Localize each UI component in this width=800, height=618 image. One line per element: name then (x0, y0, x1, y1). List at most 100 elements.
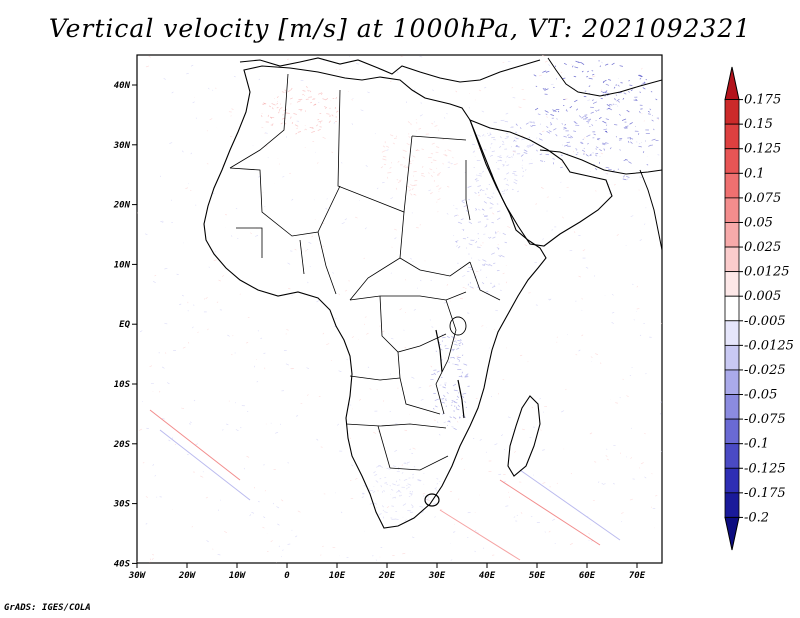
field-streak (591, 70, 594, 72)
field-streak (322, 545, 324, 547)
field-streak (536, 149, 538, 152)
iran-coast (539, 149, 662, 175)
field-streak (374, 474, 378, 476)
field-streak (629, 498, 633, 501)
field-streak (506, 179, 509, 181)
field-streak (561, 161, 564, 164)
field-streak (392, 465, 397, 468)
field-streak (392, 483, 396, 486)
field-streak (523, 152, 528, 154)
field-streak (455, 90, 458, 93)
field-streak (599, 149, 602, 152)
colorbar-segment (724, 418, 740, 445)
field-streak (494, 443, 498, 446)
colorbar-label: -0.005 (744, 314, 786, 329)
field-streak (309, 101, 313, 104)
field-streak (636, 308, 640, 310)
field-streak (250, 232, 252, 234)
field-streak (487, 196, 492, 200)
field-streak (451, 336, 456, 339)
field-streak (629, 137, 632, 140)
field-streak (322, 332, 325, 335)
field-streak (560, 71, 563, 74)
field-streak (291, 198, 294, 201)
field-streak (464, 375, 468, 377)
field-streak (421, 175, 426, 177)
field-streak (169, 142, 173, 144)
field-streak (474, 550, 476, 553)
field-streak (606, 172, 609, 175)
field-streak (442, 162, 444, 165)
field-streak (411, 536, 415, 539)
lon-tick-label: 60E (579, 571, 596, 581)
field-streak (528, 162, 533, 165)
field-streak (587, 70, 589, 73)
field-streak (438, 187, 442, 190)
field-streak (456, 358, 460, 361)
field-streak (482, 170, 484, 173)
field-streak (655, 495, 658, 497)
colorbar-segment (724, 295, 740, 322)
field-streak (495, 309, 498, 312)
field-streak (515, 131, 517, 134)
field-streak (553, 128, 557, 131)
field-streak (318, 120, 323, 123)
field-streak (613, 86, 616, 89)
field-streak (497, 231, 499, 233)
field-streak (410, 123, 412, 126)
colorbar-segment (724, 443, 740, 469)
field-streak (430, 279, 432, 281)
field-streak (622, 178, 627, 181)
lon-tick-label: 70E (629, 571, 646, 581)
colorbar-segment (724, 369, 740, 395)
field-streak (351, 98, 353, 101)
field-streak (412, 473, 415, 476)
field-streak (444, 153, 448, 157)
field-streak (145, 233, 148, 235)
field-streak (520, 512, 523, 514)
field-streak (217, 553, 221, 556)
field-streak (272, 502, 275, 505)
field-streak (355, 63, 359, 65)
field-streak (420, 398, 424, 401)
field-streak (483, 201, 487, 204)
field-streak (192, 101, 195, 104)
field-streak (383, 489, 385, 492)
field-streak (619, 65, 623, 67)
colorbar-segment (724, 492, 740, 518)
field-streak (384, 482, 387, 484)
field-streak (626, 109, 630, 113)
field-streak (279, 107, 283, 109)
field-streak (446, 112, 448, 115)
field-streak (375, 480, 379, 483)
field-streak (408, 189, 412, 192)
field-streak (291, 122, 294, 124)
field-streak (482, 134, 485, 137)
field-streak (397, 160, 400, 163)
field-streak (386, 149, 389, 151)
field-streak (439, 172, 442, 174)
field-streak (581, 334, 584, 337)
field-streak (479, 188, 482, 192)
country-boundaries (229, 73, 501, 471)
field-streak (542, 449, 545, 451)
field-streak (596, 138, 600, 141)
field-streak (605, 142, 609, 144)
field-streak (395, 480, 398, 483)
field-streak (638, 145, 642, 148)
field-streak (439, 509, 521, 561)
field-streak (324, 106, 328, 109)
field-streak (249, 514, 252, 517)
field-streak (407, 510, 412, 512)
field-streak (197, 331, 199, 333)
field-streak (363, 257, 365, 259)
field-streak (653, 128, 655, 131)
field-streak (386, 176, 389, 179)
field-streak (281, 91, 285, 93)
field-streak (382, 509, 385, 511)
field-streak (601, 61, 603, 64)
field-streak (621, 118, 627, 121)
field-streak (506, 155, 509, 158)
field-streak (163, 78, 166, 80)
field-streak (484, 86, 487, 89)
